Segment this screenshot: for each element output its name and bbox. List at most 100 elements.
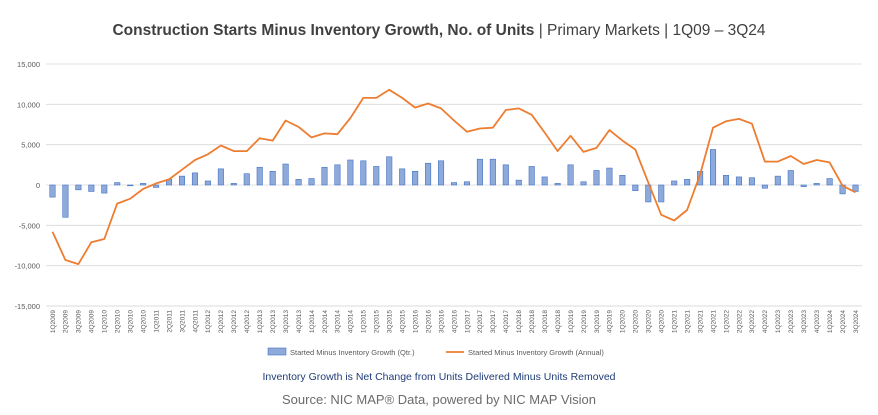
x-tick-label: 3Q2015 [387, 310, 394, 334]
bar-qtr-3Q2017 [489, 158, 496, 186]
x-tick-label: 3Q2012 [231, 310, 238, 334]
x-tick-label: 1Q2021 [672, 310, 679, 334]
bar-qtr-2Q2013 [269, 170, 276, 186]
bar-qtr-4Q2021 [710, 149, 717, 186]
x-tick-label: 1Q2017 [464, 310, 471, 334]
x-tick-label: 3Q2016 [438, 310, 445, 334]
bar-qtr-4Q2009 [88, 184, 95, 192]
x-tick-label: 1Q2022 [723, 310, 730, 334]
bar-qtr-4Q2018 [554, 183, 561, 186]
x-tick-label: 4Q2016 [451, 310, 458, 334]
bar-qtr-1Q2020 [619, 175, 626, 186]
y-tick-label: 5,000 [21, 141, 40, 150]
bar-qtr-2Q2021 [684, 179, 691, 186]
bar-qtr-4Q2020 [658, 184, 665, 203]
x-tick-label: 3Q2024 [853, 310, 860, 334]
y-tick-label: 10,000 [17, 100, 40, 109]
legend-line-label: Started Minus Inventory Growth (Annual) [468, 348, 604, 357]
x-tick-label: 1Q2018 [516, 310, 523, 334]
bar-qtr-3Q2018 [541, 176, 548, 186]
bar-qtr-3Q2023 [800, 184, 807, 187]
x-tick-label: 4Q2010 [140, 310, 147, 334]
x-tick-label: 4Q2021 [710, 310, 717, 334]
chart-title-main: Construction Starts Minus Inventory Grow… [112, 22, 535, 39]
chart-note: Inventory Growth is Net Change from Unit… [262, 371, 616, 383]
bar-qtr-3Q2009 [75, 184, 82, 191]
x-tick-label: 3Q2020 [646, 310, 653, 334]
bar-qtr-2Q2016 [425, 162, 432, 186]
legend: Started Minus Inventory Growth (Qtr.) St… [267, 347, 604, 357]
x-tick-label: 2Q2011 [166, 310, 173, 333]
x-tick-label: 1Q2010 [102, 310, 109, 334]
x-tick-label: 2Q2013 [270, 310, 277, 334]
bar-qtr-4Q2014 [347, 159, 354, 186]
bar-qtr-2Q2012 [217, 168, 224, 186]
x-tick-label: 3Q2013 [283, 310, 290, 334]
x-tick-label: 4Q2014 [348, 310, 355, 334]
y-tick-label: 15,000 [17, 60, 40, 69]
bar-qtr-4Q2022 [761, 184, 768, 189]
y-tick-label: 0 [36, 181, 40, 190]
x-tick-label: 3Q2023 [801, 310, 808, 334]
bar-qtr-4Q2016 [450, 182, 458, 186]
x-tick-label: 2Q2014 [322, 310, 329, 334]
source-credit: Source: NIC MAP® Data, powered by NIC MA… [282, 392, 596, 407]
x-tick-label: 2Q2012 [218, 310, 225, 334]
x-tick-label: 1Q2015 [361, 310, 368, 334]
bar-qtr-2Q2023 [787, 170, 794, 186]
x-tick-label: 4Q2009 [89, 310, 96, 334]
legend-bar-swatch [267, 347, 287, 356]
x-tick-label: 2Q2022 [736, 310, 743, 334]
x-tick-label: 3Q2010 [128, 310, 135, 334]
bar-qtr-2Q2009 [62, 184, 69, 218]
bar-qtr-1Q2010 [101, 184, 108, 194]
bar-qtr-4Q2017 [502, 164, 509, 186]
bar-qtr-3Q2015 [386, 156, 393, 186]
x-tick-label: 4Q2015 [400, 310, 407, 334]
x-tick-label: 3Q2019 [594, 310, 601, 334]
x-axis: 1Q2009 2Q2009 3Q2009 4Q2009 1Q2010 2Q2010 3Q20… [46, 305, 862, 334]
x-tick-label: 4Q2013 [296, 310, 303, 334]
chart-title: Construction Starts Minus Inventory Grow… [0, 22, 878, 40]
bar-qtr-1Q2019 [567, 164, 574, 186]
bar-qtr-4Q2023 [813, 183, 820, 186]
bar-qtr-2Q2020 [632, 184, 639, 191]
bar-qtr-1Q2009 [49, 184, 56, 198]
bar-qtr-1Q2016 [412, 170, 419, 186]
x-tick-label: 2Q2018 [529, 310, 536, 334]
x-tick-label: 3Q2018 [542, 310, 549, 334]
bar-qtr-3Q2013 [282, 163, 289, 186]
x-tick-label: 2Q2017 [477, 310, 484, 334]
x-tick-label: 1Q2019 [568, 310, 575, 334]
line-annual [51, 88, 856, 266]
x-tick-label: 4Q2011 [192, 310, 199, 333]
bar-qtr-1Q2012 [204, 180, 211, 186]
bar-qtr-3Q2022 [748, 177, 755, 186]
x-tick-label: 2Q2023 [788, 310, 795, 334]
bar-qtr-4Q2012 [243, 173, 250, 186]
x-tick-label: 1Q2011 [153, 310, 160, 333]
line-series [51, 88, 856, 266]
x-tick-label: 2Q2015 [374, 310, 381, 334]
bar-qtr-4Q2015 [399, 168, 406, 186]
bar-qtr-4Q2019 [606, 167, 613, 186]
y-tick-label: -5,000 [19, 221, 40, 230]
bar-qtr-1Q2024 [826, 178, 833, 186]
x-tick-label: 1Q2024 [827, 310, 834, 334]
x-tick-label: 1Q2023 [775, 310, 782, 334]
bar-qtr-3Q2012 [230, 183, 237, 186]
x-tick-label: 4Q2018 [555, 310, 562, 334]
x-tick-label: 3Q2022 [749, 310, 756, 334]
bar-qtr-3Q2016 [438, 160, 445, 186]
x-tick-label: 4Q2022 [762, 310, 769, 334]
bar-qtr-4Q2011 [191, 172, 198, 186]
x-tick-label: 4Q2019 [607, 310, 614, 334]
bar-qtr-2Q2017 [476, 158, 483, 186]
x-tick-label: 3Q2009 [76, 310, 83, 334]
x-tick-label: 1Q2012 [205, 310, 212, 334]
bar-qtr-3Q2011 [178, 175, 186, 186]
chart-title-sub: | Primary Markets | 1Q09 – 3Q24 [534, 22, 766, 39]
x-tick-label: 4Q2023 [814, 310, 821, 334]
bar-qtr-3Q2020 [645, 184, 652, 203]
y-tick-label: -15,000 [15, 302, 40, 311]
